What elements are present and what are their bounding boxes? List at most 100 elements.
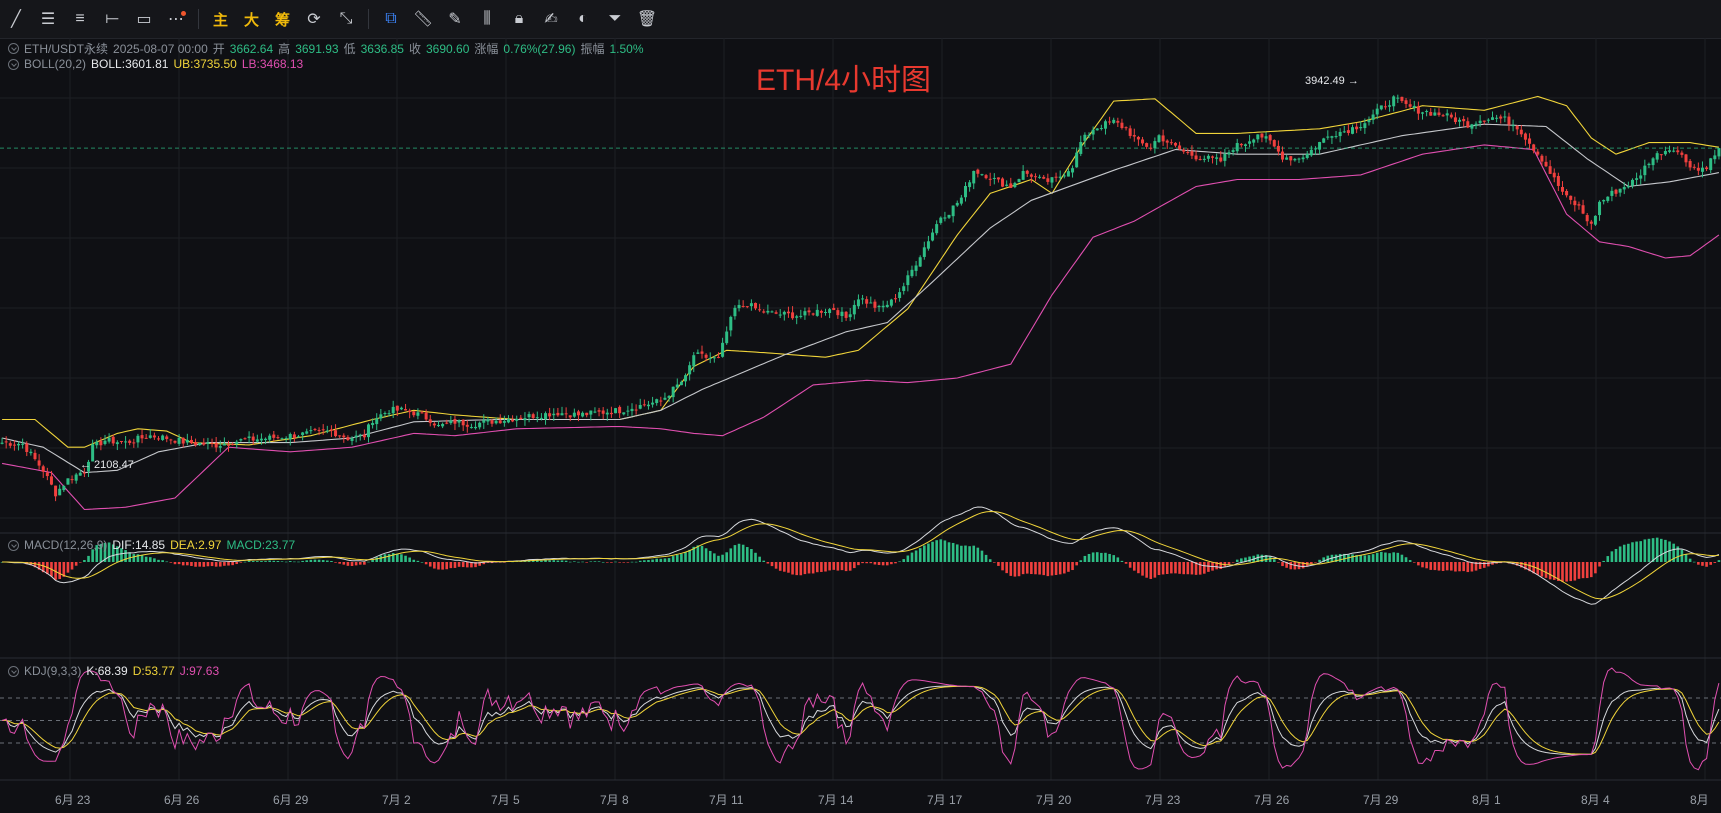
macd-histogram-bar [1598, 562, 1601, 567]
chips-button[interactable]: 筹 [274, 11, 290, 29]
trash-icon[interactable]: 🗑︎ [636, 11, 658, 28]
candle-body [922, 247, 926, 257]
macd-histogram-bar [284, 561, 288, 563]
measure-icon[interactable]: ⤡ [339, 10, 353, 27]
macd-histogram-bar [400, 554, 403, 562]
candle-body [74, 474, 78, 481]
candle-body [1367, 120, 1371, 123]
candle-body [671, 386, 675, 398]
macd-histogram-bar [58, 562, 61, 579]
horizontal-ray-icon[interactable]: ⟝ [105, 10, 119, 27]
amplitude-value: 1.50% [609, 41, 644, 56]
macd-histogram-bar [428, 562, 432, 567]
candle-body [132, 442, 136, 444]
ruler-icon[interactable]: 📏︎ [412, 11, 434, 28]
candle-body [445, 422, 449, 424]
macd-histogram-bar [675, 554, 679, 562]
macd-histogram-bar [1202, 562, 1206, 574]
trend-line-icon[interactable]: ╱ [11, 11, 21, 28]
candle-body [1412, 105, 1416, 108]
candle-body [247, 436, 251, 439]
macd-histogram-bar [696, 545, 700, 562]
candle-body [144, 437, 148, 439]
boll-legend: BOLL(20,2) BOLL:3601.81 UB:3735.50 LB:34… [8, 57, 303, 71]
macd-histogram-bar [923, 545, 926, 562]
candle-body [189, 439, 193, 444]
collapse-icon[interactable] [8, 539, 19, 551]
candle-body [235, 441, 239, 445]
x-axis-tick-label: 6月 26 [164, 793, 200, 807]
candle-body [593, 411, 597, 413]
macd-histogram-bar [865, 562, 868, 564]
candle-body [136, 435, 140, 443]
replay-icon[interactable]: ⟳ [307, 11, 321, 28]
candle-body [292, 434, 296, 438]
candle-body [1375, 108, 1379, 115]
candle-body [861, 298, 865, 300]
macd-histogram-bar [597, 561, 601, 562]
candle-body [1351, 127, 1355, 134]
macd-histogram-bar [1384, 552, 1387, 562]
candlestick-chart[interactable]: 3942.49 → ← 2108.47 6月 23 6月 26 6月 29 7月 2 7月 … [0, 38, 1721, 813]
candle-body [589, 410, 593, 415]
candle-body [21, 443, 25, 445]
candle-body [4, 441, 8, 443]
candle-body [1071, 168, 1075, 173]
candles-icon[interactable]: ⫼ [483, 10, 491, 27]
candle-body [819, 310, 823, 313]
parallel-channel-icon[interactable]: ≡ [75, 10, 85, 27]
more-tools-icon[interactable]: ⋯ [168, 11, 186, 28]
candle-body [1141, 139, 1145, 144]
macd-dea-line [2, 510, 1719, 600]
candle-body [82, 472, 86, 474]
candle-body [926, 241, 930, 249]
eye-icon[interactable]: ◐ [578, 10, 588, 27]
low-value: 3636.85 [360, 41, 404, 56]
macd-histogram-bar [1684, 554, 1688, 562]
macd-histogram-bar [1235, 559, 1239, 562]
magnet-icon[interactable]: ⧉ [385, 10, 397, 27]
macd-histogram-bar [297, 561, 300, 563]
lock-icon[interactable]: 🔒︎ [514, 10, 524, 27]
candle-body [169, 439, 173, 441]
macd-histogram-bar [1322, 557, 1325, 562]
candle-body [1474, 123, 1478, 126]
macd-histogram-bar [1515, 562, 1519, 566]
candle-body [1231, 150, 1235, 152]
macd-histogram-bar [1701, 562, 1704, 566]
filter-icon[interactable]: ⏷ [608, 10, 622, 27]
candle-body [1260, 133, 1264, 138]
collapse-icon[interactable] [8, 665, 19, 677]
macd-histogram-bar [202, 562, 206, 567]
brush-icon[interactable]: ✎ [448, 11, 462, 28]
horizontal-lines-icon[interactable]: ☰ [40, 11, 56, 28]
candle-body [49, 476, 53, 485]
candle-body [984, 175, 988, 179]
macd-histogram-bar [1087, 553, 1091, 562]
candle-body [663, 397, 667, 400]
macd-histogram-bar [313, 559, 317, 562]
macd-histogram-bar [1524, 562, 1527, 570]
macd-histogram-bar [272, 560, 276, 562]
candle-body [865, 299, 869, 304]
macd-histogram-bar [346, 562, 350, 566]
candle-body [766, 310, 770, 313]
change-label: 涨幅 [474, 42, 499, 56]
big-button[interactable]: 大 [243, 11, 259, 29]
collapse-icon[interactable] [8, 43, 19, 54]
macd-histogram-bar [140, 555, 144, 562]
macd-histogram-bar [622, 562, 626, 563]
note-icon[interactable]: ✍ [544, 11, 558, 28]
candle-body [461, 419, 465, 426]
candle-body [972, 170, 976, 184]
main-indicator-button[interactable]: 主 [212, 11, 228, 29]
collapse-icon[interactable] [8, 58, 19, 70]
macd-histogram-bar [1318, 559, 1321, 562]
macd-histogram-bar [1120, 560, 1124, 562]
candle-body [1470, 124, 1474, 129]
candle-body [1289, 156, 1293, 161]
candle-body [1252, 139, 1256, 143]
rectangle-icon[interactable]: ▭ [136, 11, 152, 28]
candle-body [1227, 152, 1231, 155]
candle-body [544, 413, 548, 420]
